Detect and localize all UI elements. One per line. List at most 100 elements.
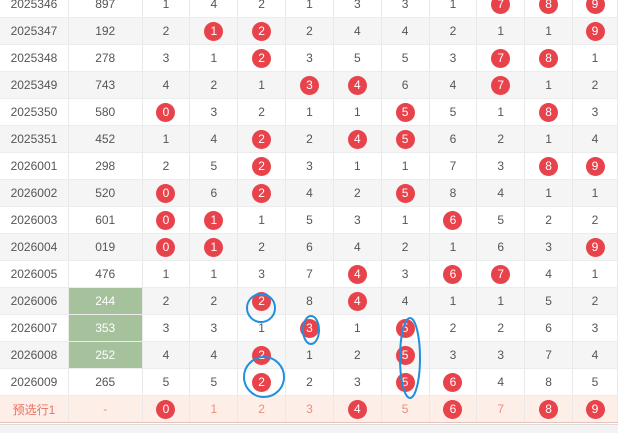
hit-ball: 2 bbox=[252, 291, 272, 311]
digit-cell: 4 bbox=[333, 125, 382, 153]
digit-cell: 2 bbox=[142, 287, 191, 315]
hit-ball: 8 bbox=[539, 0, 559, 14]
digit-cell: 1 bbox=[285, 0, 334, 18]
table-row[interactable]: 2026002 520 0 6 2 4 2 5 8 4 1 1 bbox=[0, 179, 618, 207]
hit-ball: 6 bbox=[443, 264, 463, 284]
table-row[interactable]: 2025347 192 2 1 2 2 4 4 2 1 1 9 bbox=[0, 17, 618, 45]
hit-ball: 8 bbox=[539, 156, 559, 176]
digit-cell: 4 bbox=[476, 179, 526, 207]
digit-cell: 1 bbox=[285, 98, 334, 126]
hit-ball: 5 bbox=[395, 183, 415, 203]
table-row[interactable]: 2026007 353 3 3 1 3 1 5 2 2 6 3 bbox=[0, 314, 618, 342]
digit-cell: 1 bbox=[333, 314, 382, 342]
digit-cell: 3 bbox=[285, 152, 334, 180]
trend-table-body: 2025346 897 1 4 2 1 3 3 1 7 8 9 2025347 192 2 1 2 2 4 4 2 1 1 9… bbox=[0, 0, 618, 423]
digit-cell: 8 bbox=[524, 0, 574, 18]
digit-cell: 2 bbox=[142, 17, 191, 45]
digit-cell: 2 bbox=[572, 206, 618, 234]
digit-cell: 2 bbox=[189, 71, 239, 99]
digit-cell: 2 bbox=[237, 287, 287, 315]
digit-cell: 3 bbox=[381, 0, 430, 18]
table-row[interactable]: 2026003 601 0 1 1 5 3 1 6 5 2 2 bbox=[0, 206, 618, 234]
digit-cell: 5 bbox=[381, 314, 430, 342]
draw-number-cell: - bbox=[68, 395, 143, 423]
digit-cell: 1 bbox=[476, 17, 526, 45]
hit-ball: 6 bbox=[443, 210, 463, 230]
digit-cell: 0 bbox=[142, 395, 191, 423]
digit-cell: 8 bbox=[285, 287, 334, 315]
digit-cell: 1 bbox=[572, 44, 618, 72]
digit-cell: 5 bbox=[429, 98, 478, 126]
table-row[interactable]: 2025348 278 3 1 2 3 5 5 3 7 8 1 bbox=[0, 44, 618, 72]
table-row[interactable]: 2025349 743 4 2 1 3 4 6 4 7 1 2 bbox=[0, 71, 618, 99]
digit-cell: 7 bbox=[524, 341, 574, 369]
digit-cell: 8 bbox=[524, 98, 574, 126]
table-row[interactable]: 2025350 580 0 3 2 1 1 5 5 1 8 3 bbox=[0, 98, 618, 126]
hit-ball: 7 bbox=[491, 264, 511, 284]
digit-cell: 4 bbox=[285, 179, 334, 207]
digit-cell: 2 bbox=[524, 206, 574, 234]
digit-cell: 9 bbox=[572, 0, 618, 18]
table-row[interactable]: 2026005 476 1 1 3 7 4 3 6 7 4 1 bbox=[0, 260, 618, 288]
hit-ball: 5 bbox=[395, 318, 415, 338]
issue-cell: 2025348 bbox=[0, 44, 69, 72]
digit-cell: 2 bbox=[237, 0, 287, 18]
table-row[interactable]: 2026009 265 5 5 2 2 3 5 6 4 8 5 bbox=[0, 368, 618, 396]
digit-cell: 6 bbox=[189, 179, 239, 207]
draw-number-cell: 476 bbox=[68, 260, 143, 288]
table-row[interactable]: 2025351 452 1 4 2 2 4 5 6 2 1 4 bbox=[0, 125, 618, 153]
table-row[interactable]: 2025346 897 1 4 2 1 3 3 1 7 8 9 bbox=[0, 0, 618, 18]
digit-cell: 6 bbox=[285, 233, 334, 261]
digit-cell: 5 bbox=[381, 368, 430, 396]
hit-ball: 0 bbox=[156, 210, 176, 230]
digit-cell: 2 bbox=[285, 125, 334, 153]
digit-cell: 4 bbox=[333, 71, 382, 99]
digit-cell: 3 bbox=[237, 260, 287, 288]
digit-cell: 7 bbox=[476, 44, 526, 72]
hit-ball: 7 bbox=[491, 0, 511, 14]
digit-cell: 1 bbox=[142, 125, 191, 153]
predict-row[interactable]: 预选行1-0 1 2 3 4 5 6 7 8 9 bbox=[0, 395, 618, 423]
digit-cell: 1 bbox=[524, 179, 574, 207]
table-row[interactable]: 2026006 244 2 2 2 8 4 4 1 1 5 2 bbox=[0, 287, 618, 315]
digit-cell: 5 bbox=[189, 368, 239, 396]
digit-cell: 6 bbox=[381, 71, 430, 99]
hit-ball: 0 bbox=[156, 183, 176, 203]
digit-cell: 3 bbox=[189, 314, 239, 342]
digit-cell: 3 bbox=[285, 44, 334, 72]
digit-cell: 7 bbox=[285, 260, 334, 288]
digit-cell: 2 bbox=[476, 314, 526, 342]
draw-number-cell: 897 bbox=[68, 0, 143, 18]
digit-cell: 1 bbox=[572, 179, 618, 207]
digit-cell: 2 bbox=[237, 44, 287, 72]
issue-cell: 2025346 bbox=[0, 0, 69, 18]
digit-cell: 2 bbox=[572, 287, 618, 315]
digit-cell: 4 bbox=[333, 233, 382, 261]
digit-cell: 1 bbox=[285, 341, 334, 369]
digit-cell: 5 bbox=[572, 368, 618, 396]
hit-ball: 2 bbox=[252, 48, 272, 68]
digit-cell: 5 bbox=[189, 152, 239, 180]
digit-cell: 1 bbox=[142, 260, 191, 288]
digit-cell: 2 bbox=[237, 233, 287, 261]
digit-cell: 3 bbox=[142, 44, 191, 72]
issue-cell: 预选行1 bbox=[0, 395, 69, 423]
digit-cell: 2 bbox=[572, 71, 618, 99]
digit-cell: 2 bbox=[189, 287, 239, 315]
digit-cell: 6 bbox=[429, 206, 478, 234]
hit-ball: 9 bbox=[585, 237, 605, 257]
draw-number-cell: 743 bbox=[68, 71, 143, 99]
digit-cell: 2 bbox=[142, 152, 191, 180]
hit-ball: 6 bbox=[443, 372, 463, 392]
hit-ball: 7 bbox=[491, 75, 511, 95]
digit-cell: 1 bbox=[189, 44, 239, 72]
table-row[interactable]: 2026001 298 2 5 2 3 1 1 7 3 8 9 bbox=[0, 152, 618, 180]
digit-cell: 1 bbox=[429, 233, 478, 261]
digit-cell: 4 bbox=[429, 71, 478, 99]
hit-ball: 2 bbox=[252, 183, 272, 203]
digit-cell: 1 bbox=[189, 233, 239, 261]
table-row[interactable]: 2026004 019 0 1 2 6 4 2 1 6 3 9 bbox=[0, 233, 618, 261]
table-row[interactable]: 2026008 252 4 4 2 1 2 5 3 3 7 4 bbox=[0, 341, 618, 369]
digit-cell: 4 bbox=[524, 260, 574, 288]
digit-cell: 6 bbox=[476, 233, 526, 261]
